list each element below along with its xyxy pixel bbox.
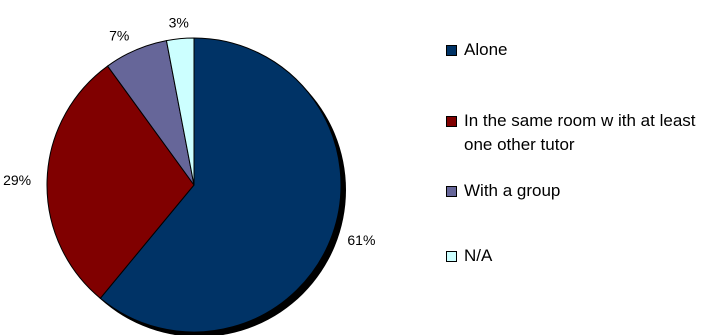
pie-slices	[46, 37, 346, 335]
pie-value-labels: 61% 29% 7% 3%	[3, 15, 375, 248]
legend-swatch-na	[446, 251, 457, 262]
legend-label-same-room: In the same room w ith at least one othe…	[464, 111, 696, 154]
pie-slice-alone	[99, 37, 342, 333]
legend-item-alone: Alone	[446, 38, 696, 62]
pie-slice-same-room	[46, 65, 195, 299]
legend-item-na: N/A	[446, 244, 696, 268]
legend-swatch-same-room	[446, 116, 457, 127]
pie-slice-na	[165, 37, 195, 186]
legend-item-with-group: With a group	[446, 179, 696, 203]
legend-label-alone: Alone	[464, 40, 508, 59]
pie-label-same-room: 29%	[3, 172, 31, 188]
pie-label-alone: 61%	[347, 232, 375, 248]
pie-label-na: 3%	[169, 15, 189, 31]
pie-label-with-group: 7%	[109, 27, 129, 43]
legend-item-same-room: In the same room w ith at least one othe…	[446, 109, 696, 157]
legend-label-with-group: With a group	[464, 181, 561, 200]
legend-swatch-alone	[446, 45, 457, 56]
legend-label-na: N/A	[464, 246, 493, 265]
legend-swatch-with-group	[446, 186, 457, 197]
